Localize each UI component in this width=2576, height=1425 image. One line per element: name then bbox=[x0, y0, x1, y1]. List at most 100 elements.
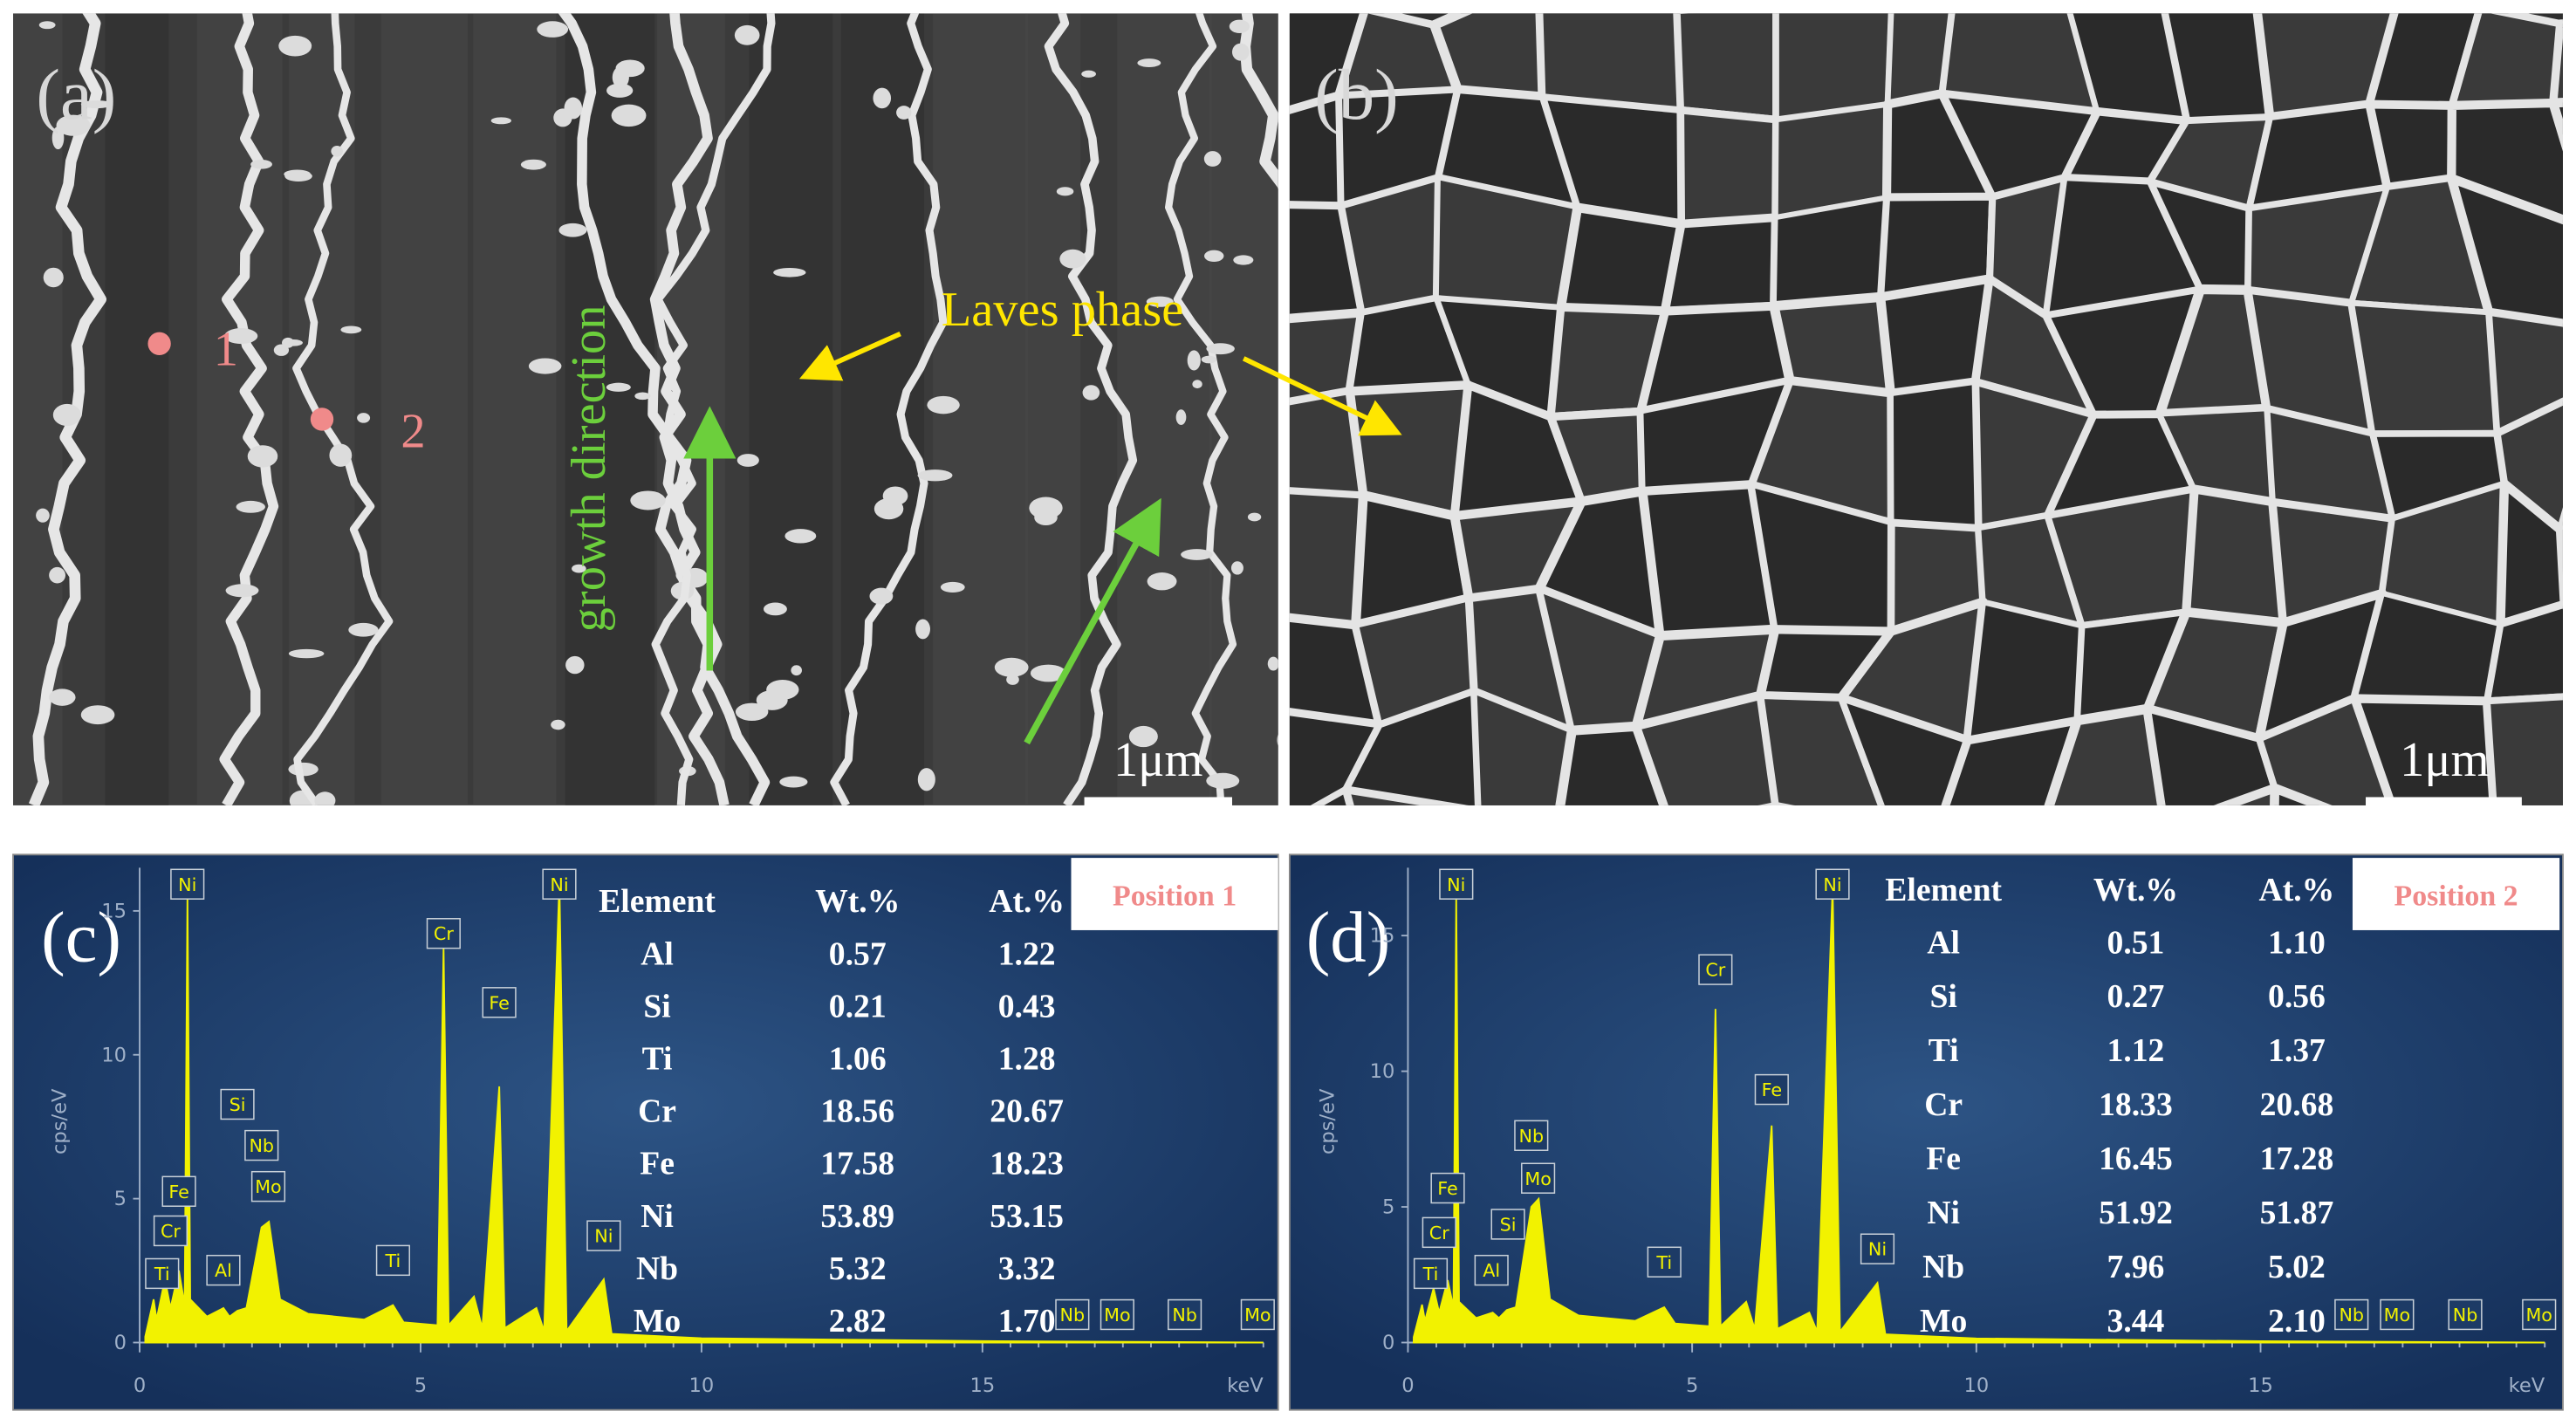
table-cell: Cr bbox=[638, 1093, 676, 1130]
particle bbox=[288, 648, 325, 659]
particle bbox=[873, 87, 892, 109]
peak-label: Ni bbox=[178, 874, 196, 895]
y-axis-label: cps/eV bbox=[48, 1088, 71, 1154]
laves-arrow bbox=[798, 331, 901, 381]
y-axis-label: cps/eV bbox=[1317, 1088, 1339, 1154]
x-tick-label: 5 bbox=[414, 1374, 427, 1397]
x-tick-label: 10 bbox=[1963, 1374, 1989, 1397]
particle bbox=[994, 657, 1029, 677]
band bbox=[105, 13, 169, 805]
particle bbox=[490, 117, 511, 125]
particle bbox=[1137, 58, 1161, 67]
table-cell: Mo bbox=[634, 1303, 681, 1339]
table-cell: 1.28 bbox=[998, 1041, 1056, 1078]
particle bbox=[1006, 674, 1019, 685]
cell bbox=[1311, 786, 1353, 805]
particle bbox=[1192, 380, 1202, 389]
peak-label-box bbox=[1490, 1209, 1525, 1240]
table-cell: 53.89 bbox=[820, 1198, 894, 1235]
scale-bar-label: 1μm bbox=[1113, 733, 1203, 787]
table-cell: 7.96 bbox=[2107, 1249, 2165, 1285]
laves-arrow bbox=[1242, 356, 1402, 436]
table-header: Wt.% bbox=[815, 883, 900, 920]
cell bbox=[2044, 703, 2168, 805]
particle bbox=[615, 59, 645, 78]
table-cell: 20.68 bbox=[2260, 1086, 2334, 1123]
peak-label: Ti bbox=[1655, 1252, 1672, 1273]
cell bbox=[1673, 13, 1780, 124]
peak-label: Cr bbox=[161, 1221, 181, 1242]
peak-label-box bbox=[586, 1220, 621, 1251]
particle bbox=[1081, 70, 1096, 78]
peak-label-box bbox=[170, 868, 205, 900]
cell bbox=[1537, 13, 1684, 113]
table-cell: 20.67 bbox=[990, 1093, 1064, 1130]
peak-label: Nb bbox=[1060, 1305, 1086, 1326]
point-marker bbox=[147, 332, 171, 356]
particle bbox=[1082, 385, 1100, 401]
panel-label: (c) bbox=[41, 897, 121, 977]
peak-label-box bbox=[206, 1254, 241, 1286]
peak-label: Fe bbox=[1762, 1079, 1783, 1100]
cell bbox=[1661, 213, 1780, 316]
table-cell: 18.23 bbox=[990, 1146, 1064, 1182]
peak-label: Si bbox=[1500, 1214, 1517, 1235]
table-cell: 5.32 bbox=[829, 1250, 887, 1287]
peak-label: Nb bbox=[1518, 1126, 1544, 1147]
particle bbox=[572, 564, 586, 573]
peak-label-box bbox=[220, 1088, 255, 1120]
peak-label: Ti bbox=[385, 1250, 401, 1271]
table-cell: 0.57 bbox=[829, 935, 887, 972]
particle bbox=[38, 21, 56, 30]
panel-label: (a) bbox=[36, 54, 116, 134]
peak-label-box bbox=[1413, 1257, 1449, 1290]
particle bbox=[331, 145, 344, 157]
particle bbox=[1128, 725, 1158, 748]
cell bbox=[2365, 99, 2456, 192]
peak-label-box bbox=[161, 1175, 196, 1207]
particle bbox=[917, 469, 953, 482]
particle bbox=[1147, 572, 1177, 591]
peak-label-box bbox=[1439, 868, 1474, 900]
particle bbox=[1233, 255, 1254, 265]
table-cell: 3.32 bbox=[998, 1250, 1056, 1287]
peak-label: Mo bbox=[1244, 1305, 1271, 1326]
table-cell: 2.10 bbox=[2268, 1303, 2326, 1339]
cell bbox=[2350, 694, 2498, 805]
table-header: At.% bbox=[989, 883, 1065, 920]
particle bbox=[1175, 409, 1187, 426]
dendrite bbox=[1044, 13, 1138, 805]
dendrite bbox=[292, 13, 394, 805]
particle bbox=[734, 24, 760, 45]
position-box bbox=[1071, 858, 1278, 930]
band bbox=[1209, 13, 1278, 805]
particle bbox=[764, 602, 787, 616]
particle bbox=[736, 454, 759, 467]
peak-label-box bbox=[153, 1215, 188, 1247]
peak-label-box bbox=[244, 1129, 279, 1161]
particle bbox=[52, 403, 81, 427]
table-cell: 0.21 bbox=[829, 989, 887, 1025]
particle bbox=[340, 325, 362, 334]
peak-label-box bbox=[1514, 1120, 1549, 1151]
particle bbox=[1203, 151, 1222, 167]
particle bbox=[551, 719, 565, 730]
peak-label-box bbox=[2334, 1298, 2369, 1331]
table-cell: Ti bbox=[1929, 1032, 1959, 1069]
peak-label-box bbox=[375, 1244, 410, 1277]
particle bbox=[874, 497, 904, 520]
table-cell: Si bbox=[643, 989, 670, 1025]
particle bbox=[634, 392, 651, 401]
peak-label: Si bbox=[230, 1094, 246, 1115]
particle bbox=[606, 382, 631, 392]
particle bbox=[915, 619, 930, 640]
dendrite bbox=[1165, 13, 1237, 805]
particle bbox=[49, 689, 76, 706]
cell bbox=[2446, 174, 2563, 329]
cell bbox=[2496, 479, 2563, 629]
particle bbox=[528, 358, 562, 374]
position-label: Position 2 bbox=[2394, 880, 2518, 913]
table-header: At.% bbox=[2259, 872, 2335, 908]
cell bbox=[1941, 716, 2082, 805]
